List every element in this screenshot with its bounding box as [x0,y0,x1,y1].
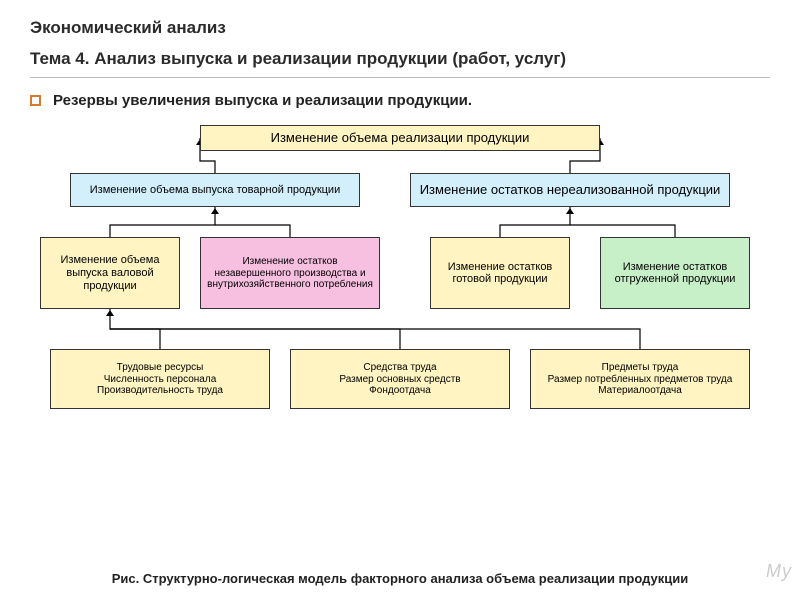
arrowhead-4 [566,208,574,214]
box-l3b: Изменение остатков незавершенного произв… [200,237,380,309]
box-l4a: Трудовые ресурсы Численность персонала П… [50,349,270,409]
bullet-row: Резервы увеличения выпуска и реализации … [30,92,770,109]
figure-caption: Рис. Структурно-логическая модель фактор… [0,571,800,586]
watermark: My [766,561,792,582]
arrowhead-6 [106,310,114,316]
box-l4c: Предметы труда Размер потребленных предм… [530,349,750,409]
bullet-icon [30,95,41,106]
pretitle: Экономический анализ [30,18,770,38]
box-l2b: Изменение остатков нереализованной проду… [410,173,730,207]
box-l2a: Изменение объема выпуска товарной продук… [70,173,360,207]
subtitle: Резервы увеличения выпуска и реализации … [53,92,472,109]
box-l4b: Средства труда Размер основных средств Ф… [290,349,510,409]
arrowhead-2 [211,208,219,214]
diagram: Изменение объема реализации продукции Изм… [30,117,770,517]
box-l3d: Изменение остатков отгруженной продукции [600,237,750,309]
box-l1: Изменение объема реализации продукции [200,125,600,151]
box-l3c: Изменение остатков готовой продукции [430,237,570,309]
title: Тема 4. Анализ выпуска и реализации прод… [30,48,770,78]
box-l3a: Изменение объема выпуска валовой продукц… [40,237,180,309]
slide: Экономический анализ Тема 4. Анализ выпу… [0,0,800,600]
